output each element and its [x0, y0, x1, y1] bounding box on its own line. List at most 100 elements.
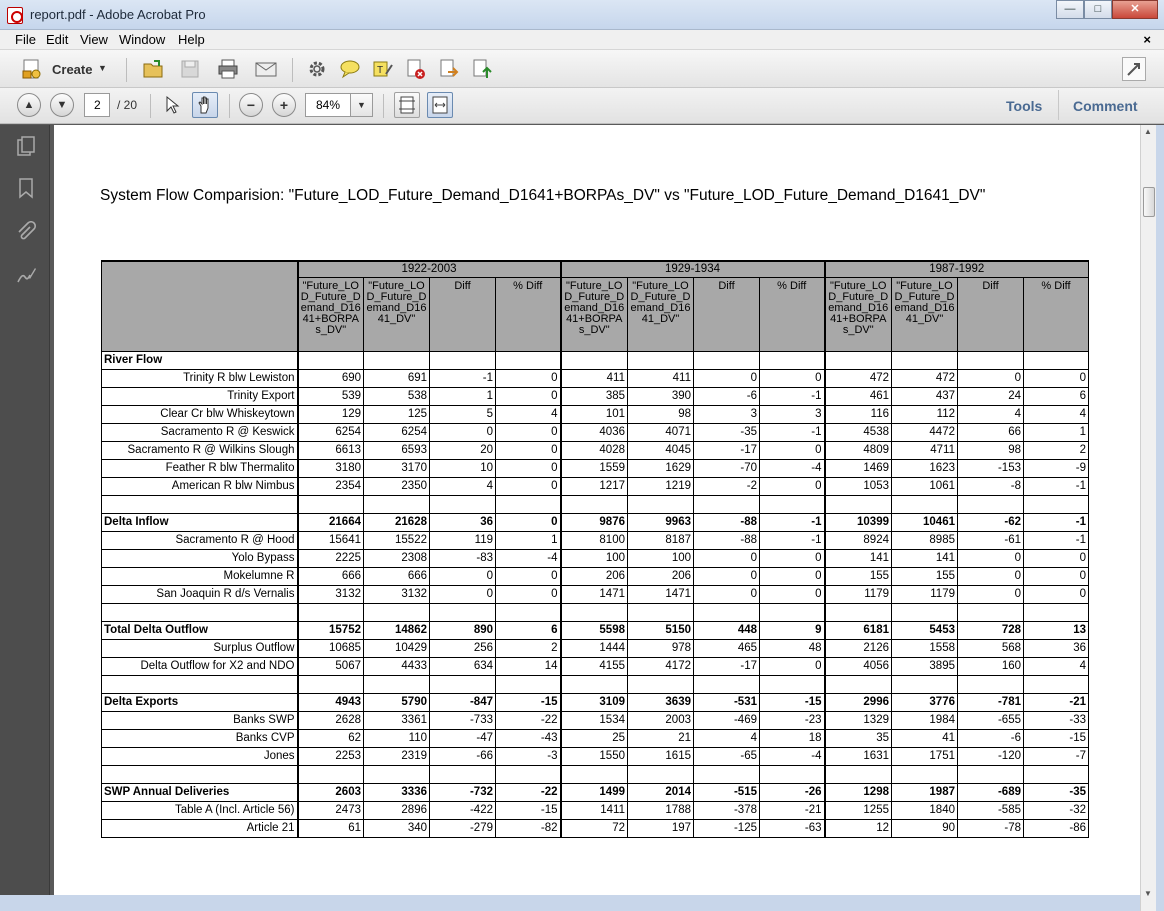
table-cell [296, 764, 364, 784]
create-pdf-icon[interactable] [20, 57, 44, 81]
table-cell: -15 [1023, 728, 1089, 748]
table-cell [363, 602, 430, 622]
scroll-up-arrow-icon[interactable]: ▲ [1144, 127, 1152, 136]
upload-icon[interactable] [470, 57, 494, 81]
table-row: Trinity Export 539 538 1 0 385 390 -6 -1 461 437 24… [101, 386, 1089, 406]
comment-icon[interactable] [338, 57, 362, 81]
save-icon[interactable] [178, 57, 202, 81]
period-header: 1929-1934 [559, 260, 825, 278]
table-cell [559, 602, 628, 622]
maximize-button[interactable]: □ [1084, 0, 1112, 19]
window-controls: — □ ✕ [1056, 0, 1158, 20]
period-header: 1922-2003 [296, 260, 561, 278]
page-total: / 20 [117, 98, 138, 112]
table-cell: 9 [759, 620, 825, 640]
table-cell: 4 [1023, 656, 1089, 676]
create-button[interactable]: Create [52, 62, 93, 77]
row-label: Sacramento R @ Keswick [101, 422, 298, 442]
table-cell: 8924 [823, 530, 892, 550]
table-row: River Flow [101, 350, 1089, 370]
table-cell [957, 674, 1024, 694]
table-cell: 0 [1023, 548, 1089, 568]
column-header: % Diff [495, 276, 561, 352]
sign-icon[interactable] [404, 57, 428, 81]
table-cell: 5150 [627, 620, 694, 640]
table-cell: 0 [495, 476, 561, 496]
table-cell: 0 [759, 476, 825, 496]
table-cell: 6613 [296, 440, 364, 460]
zoom-level-input[interactable]: 84% [305, 93, 351, 117]
share-icon[interactable] [437, 57, 461, 81]
menu-help[interactable]: Help [178, 32, 205, 47]
table-cell: 90 [891, 818, 958, 838]
table-cell: 0 [495, 422, 561, 442]
next-page-button[interactable]: ▼ [50, 93, 74, 117]
table-cell: 36 [1023, 638, 1089, 658]
main-toolbar: Create ▼ T [0, 50, 1164, 88]
pages-thumbnail-icon[interactable] [15, 135, 37, 157]
table-cell [759, 494, 825, 514]
fit-page-icon[interactable] [394, 92, 420, 118]
table-cell [559, 494, 628, 514]
table-cell: 0 [957, 584, 1024, 604]
scrollbar-thumb[interactable] [1143, 187, 1155, 217]
table-cell: -21 [759, 800, 825, 820]
table-cell: 1559 [559, 458, 628, 478]
table-cell: 2996 [823, 692, 892, 712]
gear-icon[interactable] [305, 57, 329, 81]
close-document-icon[interactable]: × [1143, 32, 1151, 47]
table-cell: -88 [693, 512, 760, 532]
table-cell: 15641 [296, 530, 364, 550]
table-cell: -1 [759, 386, 825, 406]
scroll-down-arrow-icon[interactable]: ▼ [1144, 889, 1152, 898]
chevron-down-icon[interactable]: ▼ [98, 63, 107, 73]
table-cell: 390 [627, 386, 694, 406]
table-cell: -655 [957, 710, 1024, 730]
page-number-input[interactable]: 2 [84, 93, 110, 117]
hand-tool-icon[interactable] [192, 92, 218, 118]
open-icon[interactable] [141, 57, 165, 81]
row-label: Delta Inflow [101, 512, 298, 532]
table-cell [759, 674, 825, 694]
zoom-dropdown-chevron-down-icon[interactable]: ▼ [351, 93, 373, 117]
fit-width-icon[interactable] [427, 92, 453, 118]
menu-view[interactable]: View [80, 32, 108, 47]
bookmarks-icon[interactable] [15, 177, 37, 199]
email-icon[interactable] [254, 57, 278, 81]
expand-icon[interactable] [1122, 57, 1146, 81]
zoom-out-button[interactable]: − [239, 93, 263, 117]
previous-page-button[interactable]: ▲ [17, 93, 41, 117]
signatures-icon[interactable] [15, 264, 37, 286]
menu-file[interactable]: File [15, 32, 36, 47]
table-cell: 4943 [296, 692, 364, 712]
table-cell: -1 [759, 530, 825, 550]
table-cell: 385 [559, 386, 628, 406]
table-cell: -515 [693, 782, 760, 802]
table-cell: 0 [495, 512, 561, 532]
tools-pane-button[interactable]: Tools [1006, 98, 1043, 114]
table-cell [759, 602, 825, 622]
column-header: "Future_LOD_Future_Demand_D1641+BORPAs_D… [559, 276, 628, 352]
table-cell: 1558 [891, 638, 958, 658]
table-cell: 61 [296, 818, 364, 838]
table-cell: 411 [559, 368, 628, 388]
toolbar-separator [383, 94, 384, 118]
vertical-scrollbar[interactable]: ▲ ▼ [1140, 125, 1156, 911]
menu-window[interactable]: Window [119, 32, 166, 47]
table-cell: 2603 [296, 782, 364, 802]
table-cell: 3639 [627, 692, 694, 712]
print-icon[interactable] [216, 57, 240, 81]
attachments-paperclip-icon[interactable] [15, 220, 37, 243]
table-cell [1023, 764, 1089, 784]
table-cell: 1534 [559, 710, 628, 730]
table-cell: -689 [957, 782, 1024, 802]
minimize-button[interactable]: — [1056, 0, 1084, 19]
close-button[interactable]: ✕ [1112, 0, 1158, 19]
table-cell: 890 [429, 620, 496, 640]
comment-pane-button[interactable]: Comment [1073, 98, 1138, 114]
table-cell: 4538 [823, 422, 892, 442]
zoom-in-button[interactable]: + [272, 93, 296, 117]
highlight-icon[interactable]: T [371, 57, 395, 81]
select-tool-icon[interactable] [160, 93, 184, 117]
menu-edit[interactable]: Edit [46, 32, 69, 47]
